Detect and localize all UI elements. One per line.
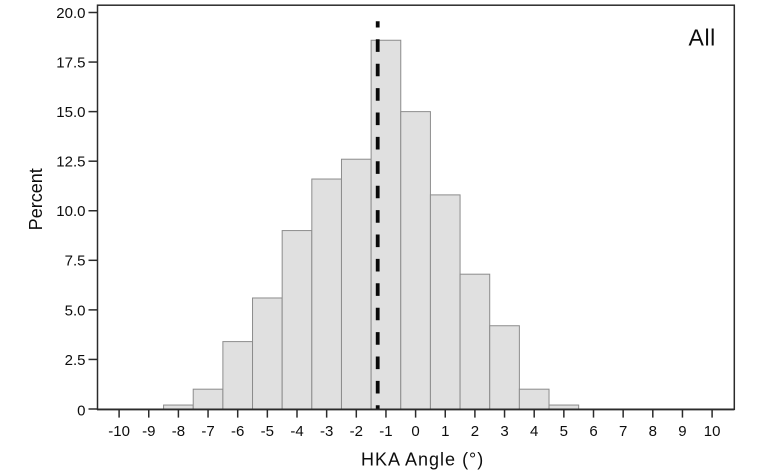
svg-text:2: 2 [471, 423, 479, 440]
svg-text:-10: -10 [108, 423, 130, 440]
svg-text:15.0: 15.0 [56, 104, 85, 121]
svg-text:1: 1 [441, 423, 449, 440]
svg-text:7.5: 7.5 [65, 253, 86, 270]
svg-text:0: 0 [77, 403, 85, 420]
svg-text:3: 3 [500, 423, 508, 440]
svg-text:10.0: 10.0 [56, 203, 85, 220]
svg-text:8: 8 [649, 423, 657, 440]
svg-text:HKA Angle (°): HKA Angle (°) [361, 450, 484, 470]
svg-text:20.0: 20.0 [56, 5, 85, 22]
svg-text:-5: -5 [261, 423, 274, 440]
svg-text:4: 4 [530, 423, 538, 440]
svg-text:-1: -1 [379, 423, 392, 440]
svg-text:17.5: 17.5 [56, 54, 85, 71]
svg-text:-9: -9 [142, 423, 155, 440]
svg-text:-8: -8 [172, 423, 185, 440]
svg-text:-6: -6 [231, 423, 244, 440]
svg-text:7: 7 [619, 423, 627, 440]
svg-text:-7: -7 [201, 423, 214, 440]
svg-text:-3: -3 [320, 423, 333, 440]
svg-text:All: All [689, 25, 716, 51]
svg-text:5: 5 [560, 423, 568, 440]
svg-text:-4: -4 [290, 423, 303, 440]
svg-text:10: 10 [704, 423, 721, 440]
svg-text:2.5: 2.5 [65, 352, 86, 369]
svg-text:5.0: 5.0 [65, 302, 86, 319]
svg-text:0: 0 [411, 423, 419, 440]
svg-text:9: 9 [678, 423, 686, 440]
svg-text:6: 6 [589, 423, 597, 440]
svg-text:-2: -2 [350, 423, 363, 440]
svg-text:Percent: Percent [26, 168, 46, 230]
svg-text:12.5: 12.5 [56, 154, 85, 171]
